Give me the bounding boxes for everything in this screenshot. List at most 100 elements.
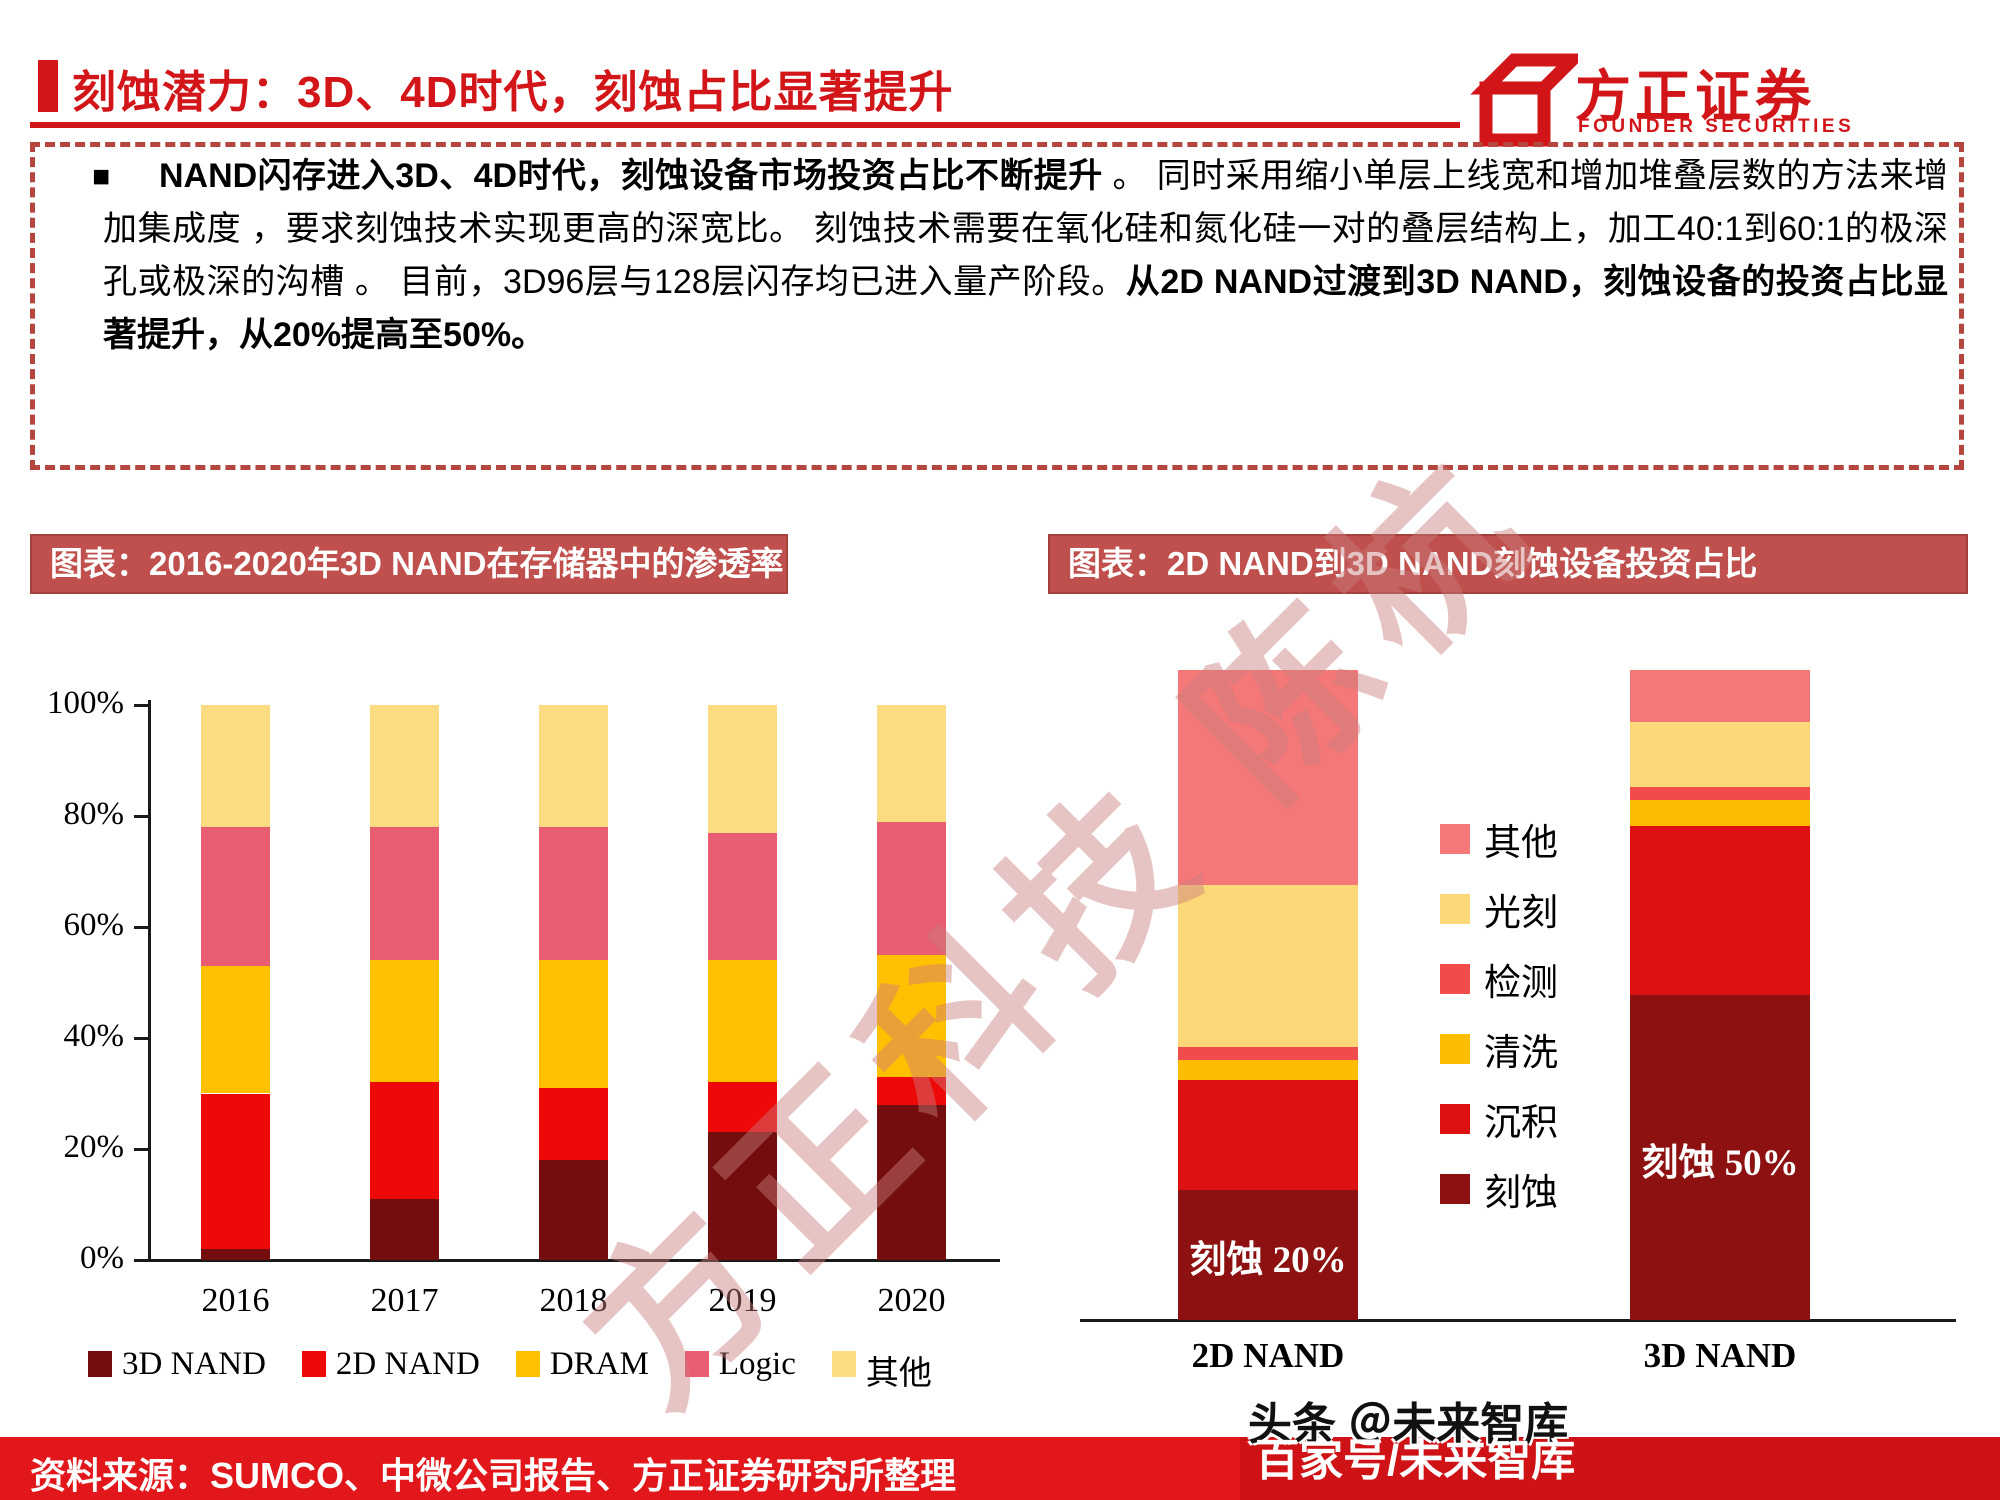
source-note: 资料来源：SUMCO、中微公司报告、方正证券研究所整理 xyxy=(30,1455,956,1496)
bar-segment-logic xyxy=(539,827,608,961)
legend-label: Logic xyxy=(718,1346,796,1382)
bar-segment-dram xyxy=(708,960,777,1083)
x-tick-label: 2020 xyxy=(877,1282,946,1319)
legend-label: 3D NAND xyxy=(122,1346,266,1382)
toutiao-watermark: 头条 ＠未来智库 xyxy=(1248,1400,1569,1449)
logo-cube-icon xyxy=(1470,53,1588,147)
bar-segment-3d-nand xyxy=(877,1104,946,1260)
legend-label: 其他 xyxy=(865,1356,932,1392)
x-tick-label: 2017 xyxy=(370,1282,439,1319)
y-tick-label: 40% xyxy=(63,1018,125,1054)
bar-segment-其他 xyxy=(1630,670,1810,722)
bar-value-label: 刻蚀 20% xyxy=(1189,1240,1347,1281)
x-category-label: 3D NAND xyxy=(1643,1336,1797,1375)
legend-item-光刻: 光刻 xyxy=(1440,882,1558,936)
legend-item-3d-nand: 3D NAND xyxy=(88,1346,266,1383)
legend-item-清洗: 清洗 xyxy=(1440,1022,1558,1076)
bar-value-label: 刻蚀 50% xyxy=(1641,1142,1799,1184)
bar-segment-其他 xyxy=(539,705,608,828)
legend-swatch xyxy=(1440,1034,1470,1064)
bar-segment-刻蚀 xyxy=(1630,995,1810,1320)
bar-segment-清洗 xyxy=(1178,1060,1358,1080)
x-tick-label: 2019 xyxy=(708,1282,777,1319)
y-tick-mark xyxy=(134,814,149,818)
legend-swatch xyxy=(1440,824,1470,854)
bar-segment-清洗 xyxy=(1630,800,1810,826)
bar-segment-检测 xyxy=(1178,1047,1358,1060)
bar-segment-2d-nand xyxy=(201,1093,270,1249)
y-tick-label: 20% xyxy=(63,1129,125,1165)
bar-segment-2d-nand xyxy=(370,1082,439,1199)
left-chart-legend: 3D NAND 2D NAND DRAM Logic 其他 xyxy=(88,1346,932,1394)
left-chart-y-axis xyxy=(148,700,151,1262)
bar-segment-其他 xyxy=(877,705,946,822)
legend-label: 检测 xyxy=(1484,963,1558,1004)
y-tick-label: 60% xyxy=(63,907,125,943)
bar-segment-logic xyxy=(877,821,946,955)
bar-segment-3d-nand xyxy=(539,1160,608,1260)
x-category-label: 2D NAND xyxy=(1191,1336,1345,1375)
bar-segment-logic xyxy=(708,832,777,961)
legend-swatch xyxy=(1440,1174,1470,1204)
bar-segment-dram xyxy=(201,965,270,1094)
bar-segment-dram xyxy=(539,960,608,1088)
legend-swatch xyxy=(88,1351,112,1377)
y-tick-mark xyxy=(134,703,149,707)
x-tick-label: 2018 xyxy=(539,1282,608,1319)
bar-segment-2d-nand xyxy=(708,1082,777,1133)
legend-item-2d-nand: 2D NAND xyxy=(301,1346,480,1383)
bar-segment-其他 xyxy=(370,705,439,828)
legend-label: DRAM xyxy=(549,1346,649,1382)
bar-segment-3d-nand xyxy=(708,1132,777,1260)
right-chart-x-axis xyxy=(1080,1319,1956,1322)
logo-name-en: FOUNDER SECURITIES xyxy=(1578,116,1855,137)
bar-segment-检测 xyxy=(1630,787,1810,800)
legend-item-检测: 检测 xyxy=(1440,952,1558,1006)
summary-bullet: ■ xyxy=(92,160,111,193)
y-tick-label: 100% xyxy=(47,685,124,721)
legend-item-其他: 其他 xyxy=(1440,812,1558,866)
legend-label: 其他 xyxy=(1484,823,1558,864)
bar-segment-其他 xyxy=(708,705,777,833)
title-accent-block xyxy=(38,60,58,112)
summary-span: 。 同时采用缩小单层上线宽和增加堆叠层数的方法来增加集成度 ，要求刻蚀技术实现更… xyxy=(103,157,1948,301)
bar-segment-dram xyxy=(877,954,946,1077)
legend-label: 清洗 xyxy=(1484,1033,1558,1074)
bar-segment-光刻 xyxy=(1630,722,1810,787)
bar-segment-其他 xyxy=(201,705,270,828)
bar-segment-3d-nand xyxy=(370,1198,439,1260)
legend-label: 沉积 xyxy=(1484,1103,1558,1144)
bar-segment-logic xyxy=(201,827,270,966)
legend-swatch xyxy=(515,1351,540,1377)
bar-segment-2d-nand xyxy=(539,1087,608,1161)
legend-item-沉积: 沉积 xyxy=(1440,1092,1558,1146)
bar-segment-dram xyxy=(370,960,439,1083)
baijia-watermark: 百家号/未来智库 xyxy=(1255,1436,1576,1485)
left-chart-x-axis xyxy=(148,1259,1000,1262)
bar-segment-2d-nand xyxy=(877,1076,946,1105)
legend-item-其他: 其他 xyxy=(831,1346,932,1394)
legend-swatch xyxy=(684,1351,709,1377)
summary-span: NAND闪存进入3D、4D时代，刻蚀设备市场投资占比不断提升 xyxy=(159,157,1103,195)
bar-segment-沉积 xyxy=(1630,826,1810,995)
bar-segment-其他 xyxy=(1178,670,1358,885)
legend-swatch xyxy=(1440,894,1470,924)
bar-segment-沉积 xyxy=(1178,1079,1358,1190)
legend-swatch xyxy=(1440,1104,1470,1134)
y-tick-mark xyxy=(134,925,149,929)
legend-label: 2D NAND xyxy=(335,1346,480,1382)
summary-box xyxy=(30,142,1964,470)
founder-securities-logo xyxy=(1468,52,1968,147)
legend-label: 刻蚀 xyxy=(1484,1173,1558,1214)
summary-text: NAND闪存进入3D、4D时代，刻蚀设备市场投资占比不断提升 。 同时采用缩小单… xyxy=(103,150,1948,362)
right-chart-title: 图表：2D NAND到3D NAND刻蚀设备投资占比 xyxy=(1048,534,1968,594)
legend-label: 光刻 xyxy=(1484,893,1558,934)
legend-swatch xyxy=(831,1351,856,1377)
y-tick-label: 80% xyxy=(63,796,125,832)
x-tick-label: 2016 xyxy=(201,1282,270,1319)
footer-bar-dark-segment xyxy=(1240,1437,2000,1500)
legend-item-logic: Logic xyxy=(684,1346,796,1383)
y-tick-mark xyxy=(134,1036,149,1040)
left-chart-title: 图表：2016-2020年3D NAND在存储器中的渗透率 xyxy=(30,534,788,594)
